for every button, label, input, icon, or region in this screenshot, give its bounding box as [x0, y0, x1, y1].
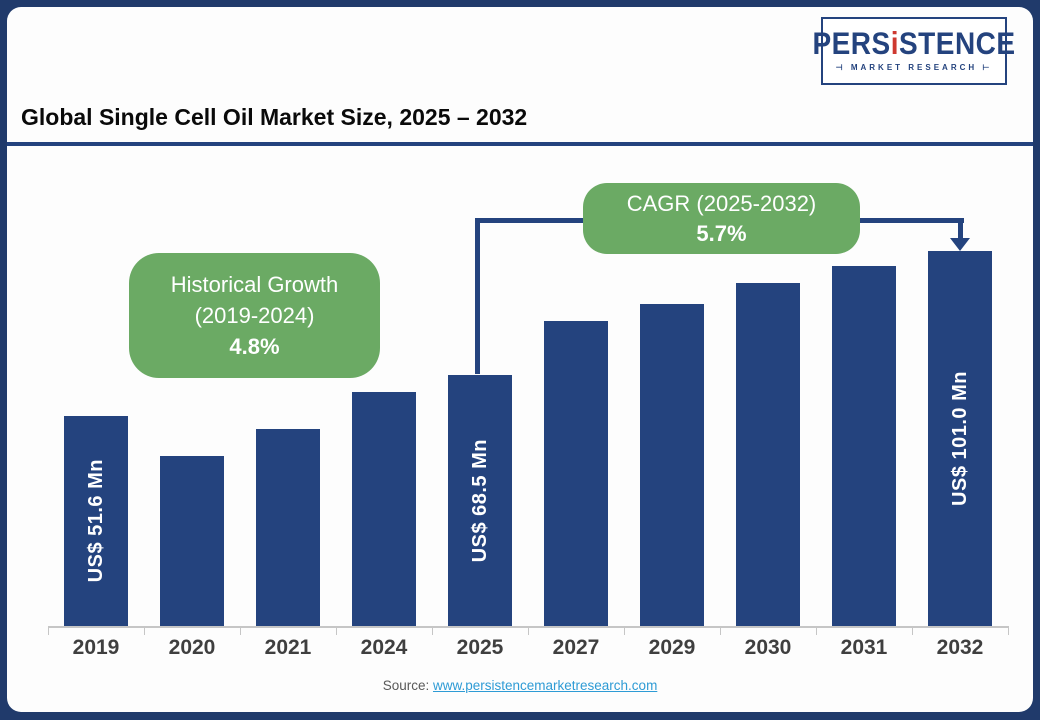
logo-text-pre: PERS	[812, 26, 891, 61]
x-axis-label-2024: 2024	[360, 636, 408, 659]
bar-column-2031	[816, 200, 912, 626]
bar-2024	[352, 392, 416, 626]
bar-column-2030	[720, 200, 816, 626]
logo-text-post: STENCE	[898, 26, 1016, 61]
bar-2025: US$ 68.5 Mn	[448, 375, 512, 626]
x-axis-label-2030: 2030	[744, 636, 792, 659]
bar-column-2032: US$ 101.0 Mn	[912, 200, 1008, 626]
persistence-logo: PERSiSTENCE ⊣ MARKET RESEARCH ⊢	[812, 17, 1015, 85]
cagr-value: 5.7%	[696, 220, 747, 246]
x-axis-tick	[720, 626, 721, 635]
title-underline	[7, 142, 1033, 146]
logo-wordmark: PERSiSTENCE	[812, 28, 1015, 59]
x-axis-label-2027: 2027	[552, 636, 600, 659]
x-axis-tick	[432, 626, 433, 635]
x-axis-label-2020: 2020	[168, 636, 216, 659]
x-axis-label-2031: 2031	[840, 636, 888, 659]
logo-subtitle: ⊣ MARKET RESEARCH ⊢	[835, 63, 993, 72]
x-axis-ticks	[48, 626, 1009, 635]
down-arrowhead-icon	[950, 238, 970, 251]
x-axis-tick	[816, 626, 817, 635]
cagr-arrow-stem	[958, 218, 963, 240]
historical-growth-line1: Historical Growth	[170, 271, 339, 297]
bar-2029	[640, 304, 704, 626]
bar-value-label-2032: US$ 101.0 Mn	[948, 371, 971, 506]
bar-value-label-2025: US$ 68.5 Mn	[468, 438, 491, 563]
bar-column-2021	[240, 200, 336, 626]
bar-2032: US$ 101.0 Mn	[928, 251, 992, 626]
bar-column-2024	[336, 200, 432, 626]
bar-2021	[256, 429, 320, 626]
x-axis-label-2019: 2019	[72, 636, 120, 659]
logo-red-i: i	[890, 26, 899, 61]
bar-column-2025: US$ 68.5 Mn	[432, 200, 528, 626]
x-axis-tick	[240, 626, 241, 635]
historical-growth-line2: (2019-2024)	[194, 302, 315, 328]
bar-chart: US$ 51.6 Mn US$ 68.5 Mn US$ 101.0 Mn	[48, 200, 1008, 626]
bar-column-2020	[144, 200, 240, 626]
page-title: Global Single Cell Oil Market Size, 2025…	[21, 104, 528, 130]
x-axis-tick	[912, 626, 913, 635]
x-axis-labels: 2019 2020 2021 2024 2025 2027 2029 2030 2031 2032	[48, 636, 1008, 660]
bar-column-2029	[624, 200, 720, 626]
cagr-line1: CAGR (2025-2032)	[626, 190, 817, 216]
bar-2019: US$ 51.6 Mn	[64, 416, 128, 626]
x-axis-tick	[144, 626, 145, 635]
source-label: Source:	[382, 678, 430, 693]
historical-growth-value: 4.8%	[229, 334, 280, 360]
x-axis-label-2029: 2029	[648, 636, 696, 659]
x-axis-label-2021: 2021	[264, 636, 312, 659]
cagr-callout: CAGR (2025-2032) 5.7%	[583, 183, 860, 254]
source-line: Source: www.persistencemarketresearch.co…	[7, 678, 1033, 693]
historical-growth-callout: Historical Growth (2019-2024) 4.8%	[129, 253, 380, 378]
bar-column-2027	[528, 200, 624, 626]
bar-value-label-2019: US$ 51.6 Mn	[84, 459, 107, 583]
x-axis-tick	[48, 626, 49, 635]
x-axis-label-2032: 2032	[936, 636, 984, 659]
bar-2030	[736, 283, 800, 626]
cagr-bracket-vertical-line	[475, 218, 480, 374]
x-axis-tick	[624, 626, 625, 635]
source-link[interactable]: www.persistencemarketresearch.com	[432, 678, 658, 693]
x-axis-tick	[528, 626, 529, 635]
bar-2020	[160, 456, 224, 626]
bar-2027	[544, 321, 608, 626]
bar-column-2019: US$ 51.6 Mn	[48, 200, 144, 626]
x-axis-tick	[1008, 626, 1009, 635]
x-axis-label-2025: 2025	[456, 636, 504, 659]
report-canvas: PERSiSTENCE ⊣ MARKET RESEARCH ⊢ Global S…	[7, 7, 1033, 712]
x-axis-tick	[336, 626, 337, 635]
bar-2031	[832, 266, 896, 626]
